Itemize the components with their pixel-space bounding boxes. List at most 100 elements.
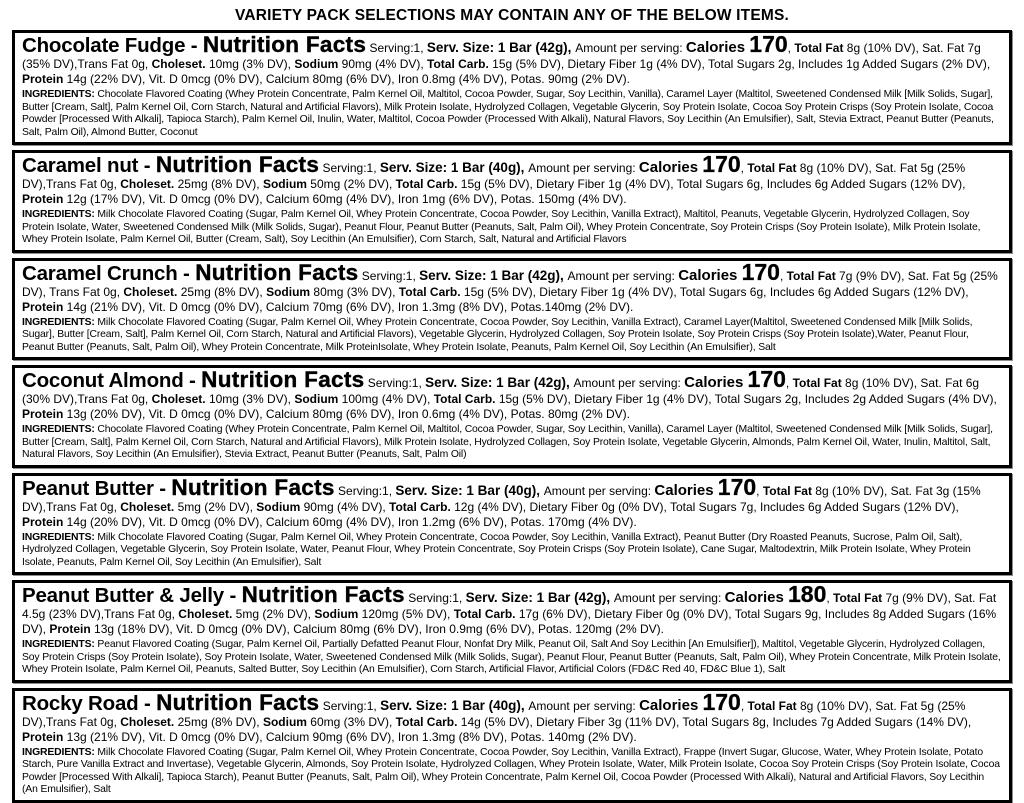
- serving-text: Serving:1,: [364, 376, 426, 390]
- separator: ,: [740, 161, 748, 175]
- sodium-label: Sodium: [294, 392, 339, 406]
- cholesterol-label: Choleset.: [151, 57, 206, 71]
- nutrition-summary: Coconut Almond - Nutrition Facts Serving…: [22, 366, 1002, 422]
- amount-per-serving-label: Amount per serving:: [573, 376, 685, 390]
- sodium-values: 90mg (4% DV),: [338, 57, 428, 71]
- sodium-label: Sodium: [294, 57, 339, 71]
- serving-text: Serving:1,: [334, 483, 396, 498]
- total-fat-label: Total Fat: [833, 591, 883, 605]
- cholesterol-label: Choleset.: [123, 284, 178, 299]
- ingredients: INGREDIENTS: Chocolate Flavored Coating …: [22, 424, 1002, 462]
- ingredients-label: INGREDIENTS:: [22, 209, 98, 220]
- ingredients-label: INGREDIENTS:: [22, 316, 98, 328]
- product-name: Coconut Almond -: [22, 369, 202, 392]
- serving-size: Serv. Size: 1 Bar (42g),: [419, 267, 568, 283]
- nutrition-facts-label: Nutrition Facts: [241, 582, 405, 607]
- sodium-label: Sodium: [256, 499, 301, 514]
- product-section-caramel-nut: Caramel nut - Nutrition Facts Serving:1,…: [12, 150, 1012, 253]
- page-title: VARIETY PACK SELECTIONS MAY CONTAIN ANY …: [234, 7, 790, 24]
- calories-value: 170: [749, 31, 788, 57]
- ingredients-text: Milk Chocolate Flavored Coating (Sugar, …: [22, 531, 971, 568]
- separator: ,: [785, 376, 793, 390]
- ingredients-text: Chocolate Flavored Coating (Whey Protein…: [22, 89, 994, 138]
- ingredients-text: Chocolate Flavored Coating (Whey Protein…: [22, 424, 993, 460]
- cholesterol-values: 25mg (8% DV),: [177, 284, 267, 299]
- product-name: Caramel Crunch -: [22, 261, 196, 285]
- protein-label: Protein: [22, 72, 64, 86]
- nutrition-summary: Peanut Butter - Nutrition Facts Serving:…: [22, 475, 1002, 530]
- protein-label: Protein: [49, 622, 91, 636]
- cholesterol-values: 10mg (3% DV),: [205, 57, 295, 71]
- total-carb-values: 15g (5% DV), Dietary Fiber 1g (4% DV), T…: [460, 284, 969, 299]
- serving-text: Serving:1,: [319, 698, 381, 713]
- serving-size: Serv. Size: 1 Bar (40g),: [395, 482, 544, 498]
- product-section-peanut-butter-jelly: Peanut Butter & Jelly - Nutrition Facts …: [12, 580, 1012, 683]
- total-fat-values: 7g (9% DV), Sat. Fat 4.5g (23% DV),Trans…: [22, 591, 997, 621]
- product-name: Rocky Road -: [22, 691, 157, 715]
- sodium-label: Sodium: [314, 607, 359, 621]
- calories-value: 170: [702, 151, 741, 177]
- total-carb-label: Total Carb.: [453, 607, 516, 621]
- serving-size: Serv. Size: 1 Bar (40g),: [379, 160, 529, 175]
- protein-values: 12g (17% DV), Vit. D 0mcg (0% DV), Calci…: [63, 192, 627, 206]
- total-carb-label: Total Carb.: [433, 392, 496, 406]
- total-carb-label: Total Carb.: [389, 499, 451, 514]
- amount-per-serving-label: Amount per serving:: [543, 483, 655, 498]
- product-section-caramel-crunch: Caramel Crunch - Nutrition Facts Serving…: [12, 257, 1012, 360]
- total-fat-values: 7g (9% DV), Sat. Fat 5g (25% DV), Trans …: [22, 268, 998, 299]
- total-fat-label: Total Fat: [794, 41, 844, 55]
- ingredients: INGREDIENTS: Milk Chocolate Flavored Coa…: [22, 532, 1002, 570]
- protein-label: Protein: [22, 299, 64, 314]
- product-name: Caramel nut -: [22, 154, 156, 177]
- nutrition-summary: Peanut Butter & Jelly - Nutrition Facts …: [22, 582, 1002, 637]
- ingredients-text: Milk Chocolate Flavored Coating (Sugar, …: [22, 746, 1000, 796]
- nutrition-facts-label: Nutrition Facts: [202, 32, 367, 57]
- nutrition-summary: Chocolate Fudge - Nutrition Facts Servin…: [22, 31, 1002, 87]
- ingredients-label: INGREDIENTS:: [22, 639, 98, 650]
- ingredients-text: Milk Chocolate Flavored Coating (Sugar, …: [22, 209, 981, 245]
- ingredients-label: INGREDIENTS:: [22, 89, 98, 100]
- calories-label: Calories: [724, 589, 788, 606]
- product-name: Peanut Butter -: [22, 476, 172, 500]
- product-name: Peanut Butter & Jelly -: [22, 584, 242, 607]
- total-fat-values: 8g (10% DV), Sat. Fat 5g (25% DV),Trans …: [22, 698, 966, 729]
- nutrition-summary: Caramel Crunch - Nutrition Facts Serving…: [22, 259, 1002, 315]
- calories-label: Calories: [678, 266, 742, 284]
- nutrition-facts-label: Nutrition Facts: [195, 259, 359, 285]
- amount-per-serving-label: Amount per serving:: [528, 161, 639, 175]
- protein-label: Protein: [22, 407, 64, 421]
- cholesterol-label: Choleset.: [120, 177, 175, 191]
- sodium-values: 120mg (5% DV),: [358, 607, 454, 621]
- calories-label: Calories: [654, 481, 718, 499]
- cholesterol-values: 25mg (8% DV),: [174, 177, 263, 191]
- total-carb-values: 12g (4% DV), Dietary Fiber 0g (0% DV), T…: [450, 499, 959, 514]
- separator: ,: [779, 268, 787, 283]
- amount-per-serving-label: Amount per serving:: [567, 268, 679, 283]
- total-fat-values: 8g (10% DV), Sat. Fat 3g (15% DV),Trans …: [22, 483, 981, 514]
- amount-per-serving-label: Amount per serving:: [613, 591, 725, 605]
- protein-values: 13g (21% DV), Vit. D 0mcg (0% DV), Calci…: [63, 729, 637, 744]
- serving-size: Serv. Size: 1 Bar (42g),: [465, 590, 614, 605]
- sodium-values: 100mg (4% DV),: [338, 392, 434, 406]
- cholesterol-values: 25mg (8% DV),: [174, 714, 263, 729]
- total-fat-values: 8g (10% DV), Sat. Fat 6g (30% DV),Trans …: [22, 376, 980, 406]
- sodium-values: 90mg (4% DV),: [300, 499, 389, 514]
- product-section-chocolate-fudge: Chocolate Fudge - Nutrition Facts Servin…: [12, 30, 1012, 145]
- separator: ,: [787, 41, 795, 55]
- nutrition-summary: Rocky Road - Nutrition Facts Serving:1, …: [22, 690, 1002, 745]
- protein-values: 14g (22% DV), Vit. D 0mcg (0% DV), Calci…: [63, 72, 630, 86]
- sodium-values: 60mg (3% DV),: [306, 714, 396, 729]
- nutrition-summary: Caramel nut - Nutrition Facts Serving:1,…: [22, 151, 1002, 207]
- separator: ,: [756, 483, 763, 498]
- protein-values: 14g (21% DV), Vit. D 0mcg (0% DV), Calci…: [63, 299, 634, 314]
- separator: ,: [740, 698, 748, 713]
- nutrition-facts-label: Nutrition Facts: [201, 367, 365, 392]
- serving-text: Serving:1,: [319, 161, 380, 175]
- calories-label: Calories: [684, 374, 748, 391]
- separator: ,: [826, 591, 834, 605]
- total-fat-label: Total Fat: [762, 483, 812, 498]
- serving-size: Serv. Size: 1 Bar (42g),: [425, 375, 574, 390]
- calories-value: 170: [747, 366, 786, 392]
- protein-label: Protein: [22, 729, 64, 744]
- calories-label: Calories: [638, 159, 703, 176]
